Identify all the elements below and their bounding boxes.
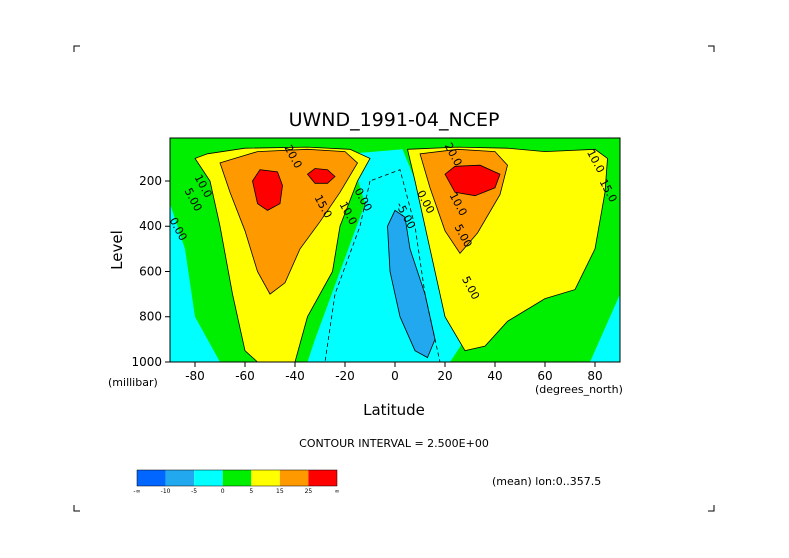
colorbar-level-label: ∞ [335,488,340,495]
contour-line-negative [324,169,441,362]
easterly-region-sh-polar [170,203,220,362]
colorbar-level-label: 15 [276,488,284,495]
contour-line-nh-jet-band-15 [419,148,508,255]
chart-title: UWND_1991-04_NCEP [289,109,500,131]
colorbar-swatch [279,470,309,486]
y-tick-label: 1000 [131,355,162,369]
x-tick-label: 80 [587,369,602,383]
colorbar-swatch [308,470,337,486]
x-axis: -80 -60 -40 -20 0 20 40 60 80 [185,362,603,383]
colorbar-level-label: -5 [191,488,197,495]
contour-line-sh-jet-band-15 [219,148,359,295]
colorbar-swatch [251,470,280,486]
contour-sh-jet-core-east [307,168,335,184]
contour-interval-text: CONTOUR INTERVAL = 2.500E+00 [299,437,489,450]
colorbar-swatch [165,470,195,486]
colorbar-level-label: 5 [249,488,253,495]
x-tick-label: -60 [235,369,255,383]
x-units-label: (degrees_north) [535,383,623,396]
y-tick-label: 800 [139,310,162,324]
contour-line-sh-jet-core-west [252,169,283,211]
y-axis: 200 400 600 800 1000 [131,174,170,369]
x-tick-label: 20 [437,369,452,383]
colorbar-swatch [137,470,166,486]
contour-line-sh-jet-core-east [306,168,336,184]
x-tick-label: 0 [391,369,399,383]
corner-marks [73,45,715,512]
x-tick-label: -20 [335,369,355,383]
contour-tropical-easterly [387,210,435,358]
x-tick-label: -40 [285,369,305,383]
contour-field [170,138,620,362]
contour-lines [194,146,608,362]
contour-sh-jet-core-west [252,169,283,211]
y-tick-label: 400 [139,219,162,233]
x-axis-title: Latitude [363,401,425,419]
contour-nh-jet-core [445,165,500,196]
x-tick-label: 40 [487,369,502,383]
colorbar-level-label: -∞ [133,488,140,495]
mean-lon-text: (mean) lon:0..357.5 [492,475,601,488]
x-tick-label: 60 [537,369,552,383]
contour-line-sh-jet-band-5 [194,146,371,362]
x-tick-label: -80 [185,369,205,383]
contour-line-nh-jet-band-5 [406,146,608,352]
colorbar-level-label: 25 [305,488,313,495]
contour-line-nh-jet-core [444,164,501,197]
colorbar-swatch [222,470,252,486]
y-tick-label: 600 [139,264,162,278]
colorbar-level-label: 0 [221,488,225,495]
colorbar-level-label: -10 [161,488,171,495]
y-tick-label: 200 [139,174,162,188]
y-units-label: (millibar) [108,376,158,389]
colorbar: -∞ -10 -5 0 5 15 25 ∞ [133,469,340,495]
y-axis-title: Level [108,230,126,270]
easterly-region-nh-polar [590,294,620,362]
colorbar-swatch [194,470,223,486]
colorbar-frame [136,469,338,487]
